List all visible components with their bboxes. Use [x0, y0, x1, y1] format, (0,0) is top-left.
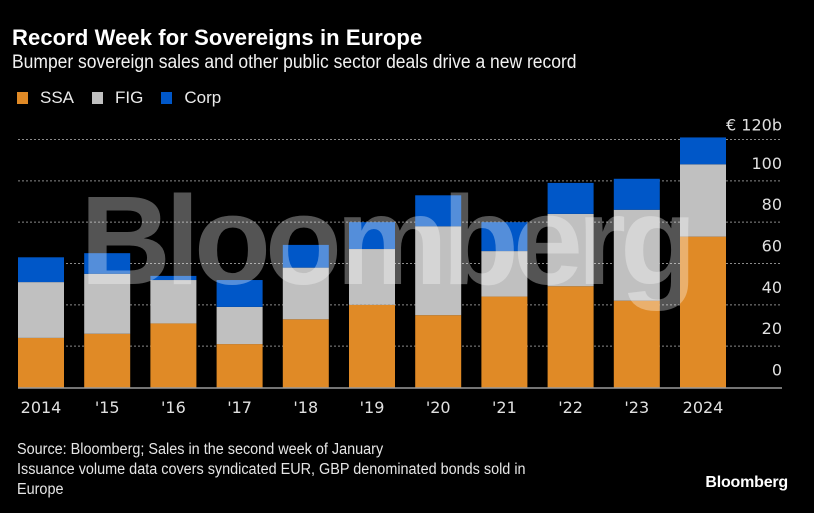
- legend: SSA FIG Corp: [17, 88, 239, 108]
- bar-corp-21: [481, 222, 528, 252]
- bar-fig-20: [415, 226, 462, 316]
- bar-fig-23: [613, 209, 660, 301]
- x-tick-label: 2014: [21, 398, 62, 417]
- legend-item-ssa: SSA: [17, 88, 74, 108]
- bar-corp-22: [547, 182, 594, 214]
- bar-fig-2024: [680, 164, 726, 237]
- gridlines: [18, 139, 782, 347]
- bar-fig-17: [216, 306, 263, 345]
- y-tick-labels: 0 20 40 60 80 100 € 120b: [726, 116, 782, 380]
- legend-swatch-ssa: [17, 92, 28, 104]
- bar-ssa-22: [547, 286, 594, 388]
- x-tick-label: '15: [95, 398, 120, 417]
- bar-corp-2014: [18, 257, 64, 283]
- bar-corp-20: [415, 195, 462, 227]
- chart-title: Record Week for Sovereigns in Europe: [12, 25, 423, 50]
- bar-fig-16: [150, 280, 197, 324]
- x-tick-label: '22: [558, 398, 583, 417]
- bar-corp-2024: [680, 137, 726, 165]
- x-tick-label: '17: [227, 398, 252, 417]
- legend-item-fig: FIG: [92, 88, 143, 108]
- bar-fig-15: [84, 273, 131, 334]
- bar-fig-2014: [18, 282, 64, 338]
- y-tick-label: 80: [762, 195, 782, 214]
- legend-label-ssa: SSA: [40, 88, 75, 107]
- bar-corp-17: [216, 280, 263, 307]
- data-note-line2: Europe: [17, 481, 64, 498]
- y-tick-label: 20: [762, 319, 782, 338]
- bloomberg-logo: Bloomberg: [705, 474, 788, 491]
- bar-fig-18: [282, 267, 329, 320]
- bar-ssa-17: [216, 344, 263, 388]
- legend-label-fig: FIG: [115, 88, 144, 107]
- bar-fig-22: [547, 213, 594, 287]
- x-tick-label: '23: [624, 398, 649, 417]
- y-tick-label: € 120b: [726, 116, 782, 135]
- bar-corp-19: [349, 222, 395, 250]
- bar-corp-15: [84, 253, 131, 274]
- bar-ssa-23: [613, 300, 660, 388]
- bar-corp-23: [613, 178, 660, 210]
- y-tick-label: 40: [762, 278, 782, 297]
- source-note: Source: Bloomberg; Sales in the second w…: [17, 441, 384, 458]
- data-note-line1: Issuance volume data covers syndicated E…: [17, 461, 526, 478]
- chart-subtitle: Bumper sovereign sales and other public …: [12, 52, 577, 73]
- bars: [18, 137, 726, 388]
- bar-ssa-21: [481, 296, 528, 388]
- legend-label-corp: Corp: [184, 88, 222, 107]
- bar-fig-21: [481, 251, 528, 297]
- bar-ssa-2014: [18, 337, 64, 388]
- bar-fig-19: [349, 249, 395, 305]
- y-tick-label: 0: [772, 361, 782, 380]
- x-tick-label: '18: [293, 398, 318, 417]
- y-tick-label: 100: [751, 154, 782, 173]
- bar-ssa-18: [282, 319, 329, 388]
- legend-swatch-corp: [161, 92, 173, 104]
- bar-corp-16: [150, 275, 197, 281]
- x-tick-label: '16: [161, 398, 186, 417]
- x-tick-labels: 2014 '15 '16 '17 '18 '19 '20 '21 '22 '23 2024: [21, 398, 724, 417]
- legend-item-corp: Corp: [161, 88, 221, 108]
- y-tick-label: 60: [762, 237, 782, 256]
- x-tick-label: '21: [492, 398, 517, 417]
- bar-ssa-19: [349, 304, 395, 388]
- footer-notes: Source: Bloomberg; Sales in the second w…: [17, 440, 526, 500]
- bar-ssa-15: [84, 333, 131, 388]
- bar-corp-18: [282, 244, 329, 268]
- x-tick-label: 2024: [683, 398, 724, 417]
- bar-ssa-2024: [680, 236, 726, 388]
- x-tick-label: '20: [426, 398, 451, 417]
- x-tick-label: '19: [360, 398, 385, 417]
- legend-swatch-fig: [92, 92, 104, 104]
- bar-ssa-20: [415, 315, 462, 388]
- bar-ssa-16: [150, 323, 197, 388]
